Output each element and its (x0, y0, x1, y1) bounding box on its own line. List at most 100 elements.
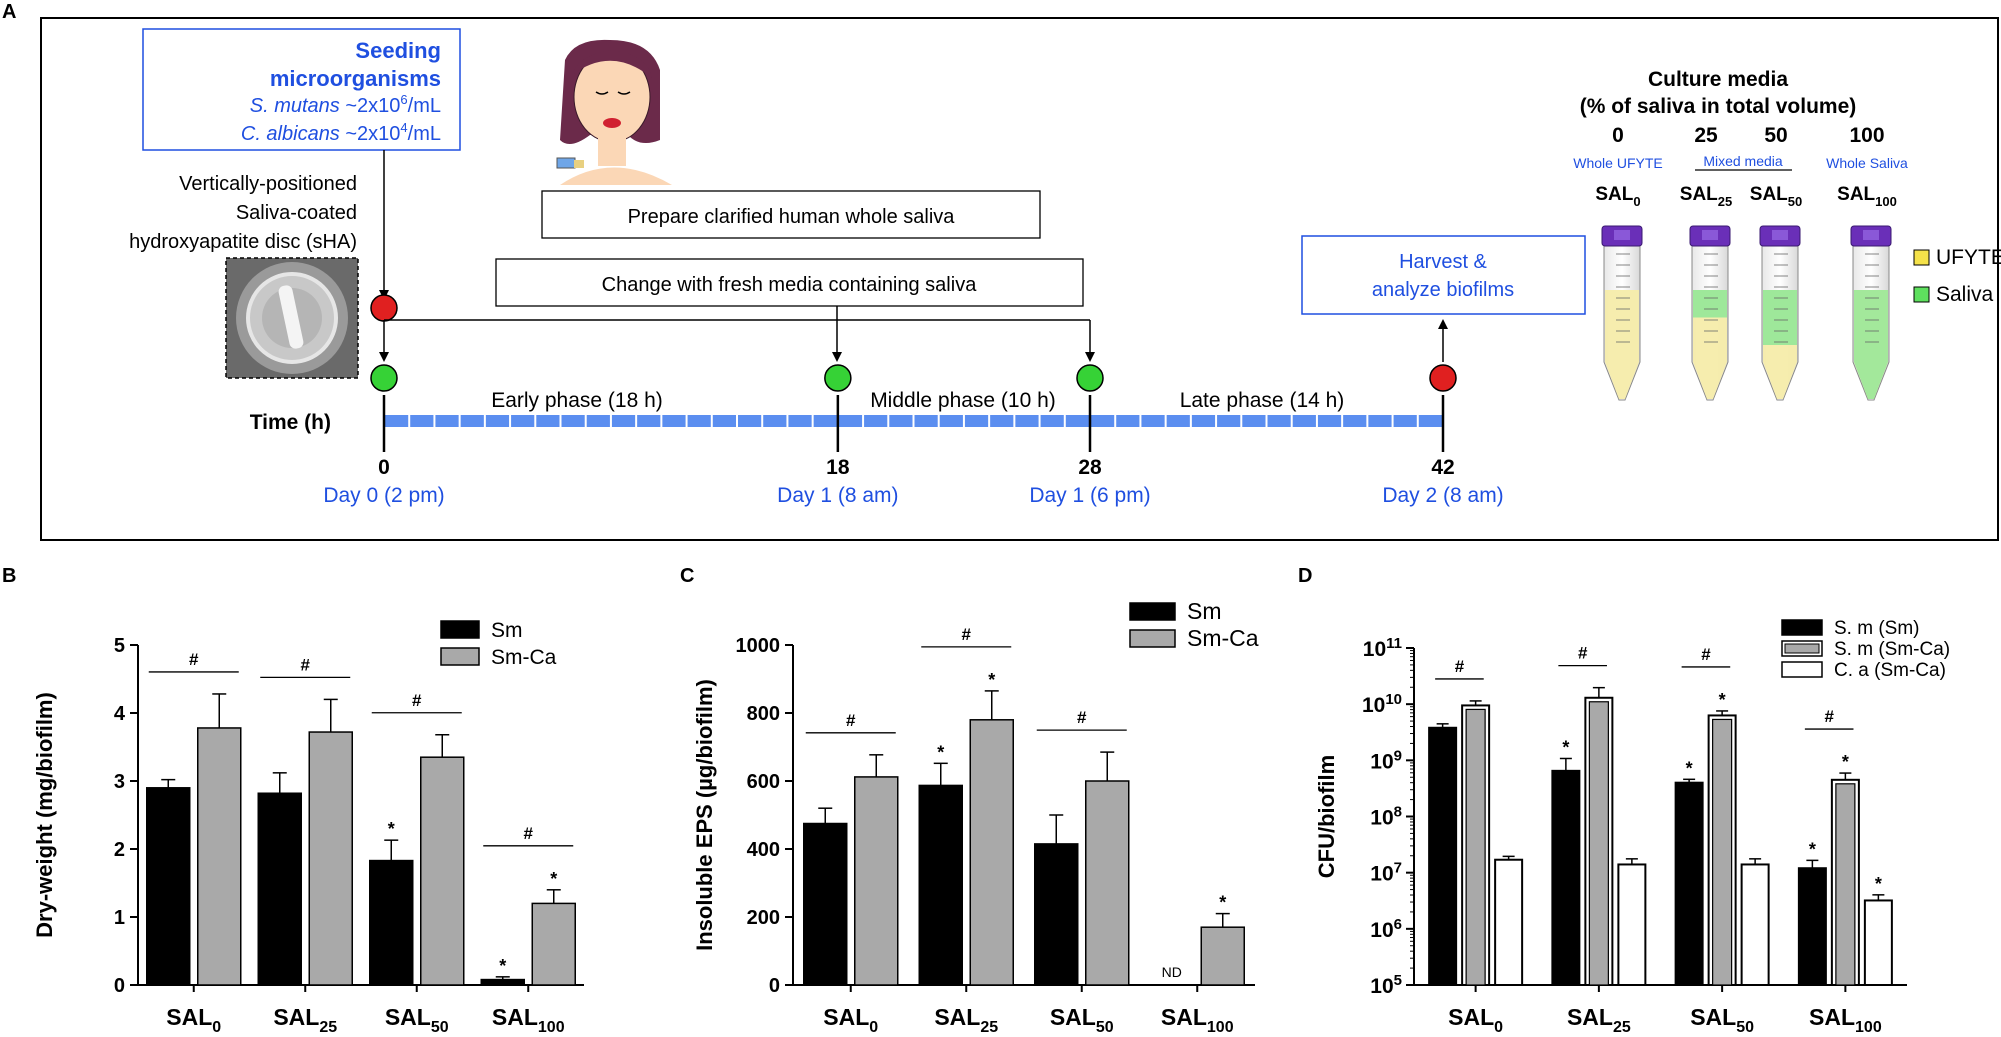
y-tick-label: 600 (747, 771, 780, 793)
legend-swatch (1781, 661, 1823, 678)
timeline-segment (1418, 415, 1442, 427)
bar-c-a-sm-ca- (1617, 863, 1647, 987)
x-tick-label: SAL0 (823, 1004, 878, 1036)
media-change-arrows (379, 306, 1095, 362)
tube (1601, 225, 1643, 401)
hash-mark: # (1824, 707, 1834, 726)
bar-sm-ca (969, 719, 1014, 986)
y-tick-label: 400 (747, 839, 780, 861)
y-tick-label: 3 (114, 771, 125, 793)
green-marker (824, 364, 852, 392)
timeline-segment (838, 415, 863, 427)
y-axis-label: CFU/biofilm (1314, 755, 1339, 878)
hash-mark: # (1077, 708, 1087, 727)
bar-s-m-sm-ca- (1707, 714, 1737, 986)
timeline-segment (889, 415, 913, 427)
legend-saliva-swatch (1913, 286, 1930, 303)
x-tick-label: SAL25 (1567, 1004, 1631, 1036)
tube-saliva-liquid (1693, 290, 1727, 318)
timeline-segment (813, 415, 837, 427)
bar-s-m-sm- (1674, 781, 1704, 987)
timeline-day-label: Day 1 (6 pm) (1029, 484, 1150, 507)
significance-star: * (1686, 758, 1693, 778)
y-tick-label: 4 (114, 703, 126, 725)
x-tick-label: SAL0 (166, 1004, 221, 1036)
harvest-label-2: analyze biofilms (1372, 279, 1514, 301)
y-axis-label: Insoluble EPS (µg/biofilm) (692, 679, 717, 951)
timeline-bar (385, 415, 1442, 427)
timeline-segment (662, 415, 686, 427)
tube-saliva-liquid (1854, 290, 1888, 399)
tube-label: SAL50 (1750, 184, 1802, 209)
y-tick-label: 800 (747, 703, 780, 725)
culture-title-1: Culture media (1648, 68, 1788, 91)
y-tick-label: 1 (114, 907, 125, 929)
hash-mark: # (301, 655, 311, 674)
y-tick-label: 200 (747, 907, 780, 929)
significance-star: * (1219, 893, 1226, 913)
legend-label: Sm (1187, 598, 1222, 624)
red-marker (1429, 364, 1457, 392)
y-tick-label: 5 (114, 635, 125, 657)
timeline-day-label: Day 0 (2 pm) (323, 484, 444, 507)
timeline-segment (435, 415, 459, 427)
y-tick-label: 0 (769, 975, 780, 997)
tube-label: SAL0 (1595, 184, 1640, 209)
bar-s-m-sm-ca- (1461, 704, 1491, 986)
timeline-segment (1292, 415, 1316, 427)
harvest-label-1: Harvest & (1399, 251, 1487, 273)
y-tick-label: 109 (1370, 747, 1402, 773)
timeline-segment (410, 415, 434, 427)
bar-sm (803, 822, 848, 986)
bar-sm-ca (854, 776, 899, 986)
hash-mark: # (1455, 657, 1465, 676)
significance-star: * (388, 819, 395, 839)
green-marker (370, 364, 398, 392)
green-marker (1076, 364, 1104, 392)
culture-percent: 50 (1764, 124, 1787, 147)
tube (1759, 225, 1801, 401)
chart-dry-weight: 0 1 2 3 4 5 Dry-weight (mg/biofilm) SAL0 # SAL25 #… (32, 619, 584, 1036)
phase-middle: Middle phase (10 h) (870, 389, 1056, 412)
legend-swatch (440, 620, 480, 639)
y-tick-label: 1011 (1363, 635, 1402, 661)
bar-c-a-sm-ca- (1494, 858, 1524, 987)
group-mixed-media: Mixed media (1703, 153, 1783, 169)
legend-saliva: Saliva (1936, 283, 1994, 306)
legend-label: C. a (Sm-Ca) (1834, 660, 1946, 681)
timeline-segment (460, 415, 484, 427)
legend-item: S. m (Sm-Ca) (1781, 639, 1950, 660)
culture-title-2: (% of saliva in total volume) (1580, 95, 1857, 118)
phase-late: Late phase (14 h) (1180, 389, 1345, 412)
bar-rect (1797, 867, 1827, 986)
seeding-box: Seeding microorganisms S. mutans ~2x106/… (142, 28, 461, 151)
timeline-hour-label: 18 (826, 456, 850, 479)
seeding-red-marker (370, 294, 398, 322)
legend-label: S. m (Sm-Ca) (1834, 639, 1950, 660)
legend-swatch (1129, 629, 1176, 648)
legend-label: Sm (491, 619, 523, 642)
timeline-segment (763, 415, 787, 427)
timeline-segment (687, 415, 711, 427)
panel-label-b: B (2, 565, 16, 587)
timeline-day-label: Day 1 (8 am) (777, 484, 898, 507)
y-tick-label: 108 (1370, 804, 1402, 830)
x-tick-label: SAL100 (1809, 1004, 1882, 1036)
bar-s-m-sm-ca- (1584, 696, 1614, 986)
bar-rect (1740, 863, 1770, 987)
hash-mark: # (1578, 644, 1588, 663)
tube-cap-label (1863, 230, 1879, 240)
timeline-segment (1317, 415, 1342, 427)
chart-insoluble-eps: 0 200 400 600 800 1000 Insoluble EPS (µg/biofi… (692, 598, 1259, 1036)
timeline-segment (1065, 415, 1089, 427)
bar-sm (480, 978, 525, 986)
hash-mark: # (1701, 645, 1711, 664)
group-whole-ufyte: Whole UFYTE (1573, 155, 1662, 171)
hash-mark: # (412, 691, 422, 710)
chart-cfu: 105 106 107 108 109 1010 1011 CFU/biofilm SAL0 # S… (1314, 618, 1950, 1036)
panel-a-frame (40, 17, 1999, 541)
tube-saliva-liquid (1763, 290, 1797, 345)
legend-label: Sm-Ca (1187, 625, 1259, 651)
timeline-ticks: 0 Day 0 (2 pm) 18 Day 1 (8 am) 28 Day 1 (6 pm… (323, 364, 1504, 507)
